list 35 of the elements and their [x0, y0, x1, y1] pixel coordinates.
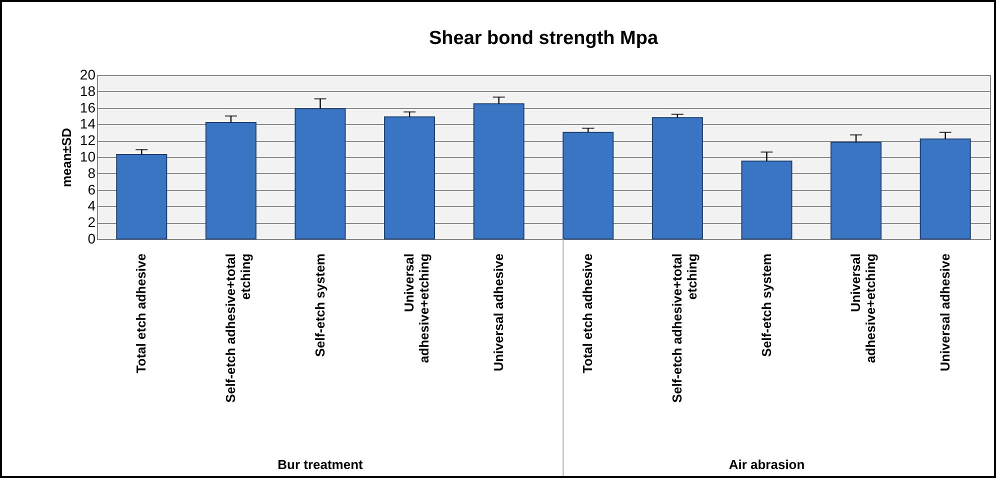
- x-tick-label: Universal adhesive+etching: [848, 253, 878, 363]
- y-tick-label: 16: [80, 99, 96, 116]
- bar: [830, 142, 882, 240]
- x-tick-label: Self-etch adhesive+total etching: [669, 253, 700, 403]
- y-tick-label: 2: [88, 214, 96, 230]
- text: Air abrasion: [728, 457, 805, 472]
- x-tick-label: Total etch adhesive: [134, 254, 149, 374]
- bar: [294, 108, 346, 240]
- x-tick-label: Universal adhesive: [490, 254, 506, 372]
- bar: [473, 103, 524, 240]
- y-tick-label: 18: [80, 82, 96, 99]
- bar: [920, 138, 971, 240]
- bar: [205, 122, 256, 240]
- x-tick-label: Self-etch system: [312, 254, 328, 357]
- y-tick-label: 12: [80, 132, 96, 148]
- y-tick-label: 4: [88, 198, 96, 214]
- x-tick-label: Universal adhesive: [937, 254, 952, 372]
- x-tick-label: Self-etch adhesive+total etching: [222, 253, 253, 403]
- bar: [562, 132, 614, 240]
- bar: [384, 116, 436, 240]
- x-tick-label: Self-etch system: [758, 254, 774, 357]
- y-tick-label: 14: [80, 116, 96, 132]
- x-tick-label: Total etch adhesive: [580, 254, 596, 374]
- bar: [741, 160, 792, 240]
- chart-title: Shear bond strength Mpa: [428, 28, 658, 49]
- x-tick-label: Universal adhesive+etching: [402, 253, 432, 363]
- bar: [652, 117, 703, 240]
- text: Bur treatment: [278, 457, 364, 472]
- y-axis-title: mean±SD: [58, 128, 74, 188]
- y-tick-label: 0: [88, 230, 96, 246]
- y-tick-label: 10: [80, 148, 96, 164]
- y-tick-label: 8: [88, 164, 96, 181]
- bar: [116, 154, 168, 240]
- y-tick-label: 20: [80, 66, 96, 82]
- y-tick-label: 6: [88, 181, 96, 198]
